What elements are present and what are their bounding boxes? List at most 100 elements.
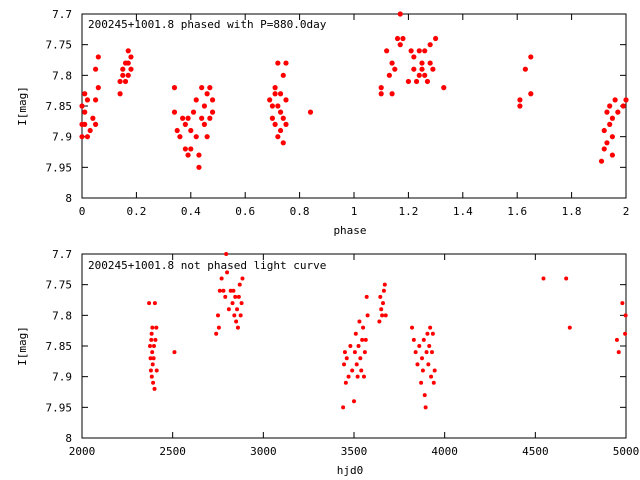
unphased-data-point <box>411 337 416 342</box>
phased-data-point <box>283 97 289 103</box>
unphased-data-point <box>152 386 157 391</box>
phased-data-point <box>120 66 126 72</box>
unphased-data-point <box>219 276 224 281</box>
phased-data-point <box>528 91 534 97</box>
phased-data-point <box>416 72 422 78</box>
phased-xtick-label: 1.6 <box>507 205 527 218</box>
phased-data-point <box>413 78 420 85</box>
phased-xtick-label: 0.8 <box>290 205 310 218</box>
unphased-plot-title: 200245+1001.8 not phased light curve <box>88 259 326 272</box>
phased-data-point <box>117 78 123 85</box>
phased-data-point <box>397 11 403 17</box>
unphased-data-point <box>421 337 426 342</box>
unphased-data-point <box>361 325 366 330</box>
unphased-data-point <box>377 319 382 324</box>
unphased-data-point <box>154 368 159 373</box>
unphased-data-point <box>541 276 546 281</box>
phased-data-point <box>193 97 199 103</box>
unphased-data-point <box>236 294 241 299</box>
phased-data-point <box>199 85 205 91</box>
phased-data-point <box>201 121 207 127</box>
phased-data-point <box>125 48 131 54</box>
unphased-data-point <box>430 331 435 336</box>
unphased-xtick-label: 3500 <box>341 445 368 458</box>
phased-data-point <box>93 66 99 72</box>
phased-data-point <box>171 85 178 91</box>
phased-data-point <box>174 127 180 134</box>
unphased-data-point <box>364 294 369 299</box>
phased-plot-frame <box>81 13 627 199</box>
phased-ytick-label: 7.9 <box>52 131 72 144</box>
unphased-data-point <box>151 356 156 361</box>
unphased-data-point <box>217 288 222 293</box>
unphased-ytick-label: 7.7 <box>52 248 72 261</box>
unphased-data-point <box>225 270 230 275</box>
phased-data-point <box>424 78 431 85</box>
unphased-data-point <box>353 331 358 336</box>
phased-data-point <box>280 140 286 146</box>
phased-data-point <box>277 127 284 134</box>
unphased-data-point <box>342 350 347 355</box>
phased-data-point <box>517 97 523 103</box>
unphased-data-point <box>152 301 157 306</box>
unphased-data-point <box>346 374 351 379</box>
unphased-data-point <box>154 325 159 330</box>
phased-data-point <box>125 60 131 66</box>
phased-data-point <box>180 115 186 121</box>
phased-data-point <box>378 91 384 97</box>
unphased-data-point <box>428 325 433 330</box>
unphased-data-point <box>341 405 346 410</box>
phased-data-point <box>607 121 613 127</box>
unphased-data-point <box>352 350 357 355</box>
unphased-data-point <box>214 331 219 336</box>
phased-data-point <box>397 42 403 48</box>
unphased-data-point <box>425 331 430 336</box>
phased-data-point <box>177 134 183 140</box>
unphased-data-point <box>420 356 424 361</box>
unphased-data-point <box>237 282 242 287</box>
unphased-data-point <box>350 368 355 373</box>
unphased-data-point <box>235 307 240 312</box>
unphased-ytick-label: 8 <box>65 432 72 445</box>
phased-data-point <box>269 115 275 121</box>
phased-data-point <box>87 127 93 134</box>
phased-data-point <box>615 109 621 115</box>
phased-data-point <box>199 115 205 121</box>
phased-data-point <box>601 127 607 134</box>
phased-data-point <box>283 60 289 66</box>
unphased-data-point <box>153 337 158 342</box>
phased-data-point <box>422 72 428 78</box>
unphased-data-point <box>426 362 431 367</box>
unphased-data-point <box>150 325 155 330</box>
phased-data-point <box>411 66 417 72</box>
unphased-data-point <box>230 301 235 306</box>
phased-data-point <box>82 109 88 115</box>
unphased-xtick-label: 5000 <box>613 445 640 458</box>
phased-data-point <box>171 109 178 115</box>
phased-data-point <box>601 146 607 152</box>
phased-data-point <box>427 42 433 48</box>
unphased-plot-ticks: 2000 2500 3000 3500 4000 4500 5000 7.7 7.75 7.8 7.… <box>46 248 640 458</box>
unphased-data-point <box>348 344 353 348</box>
phased-data-point <box>95 54 101 60</box>
phased-data-point <box>389 60 395 66</box>
phased-data-point <box>386 72 392 78</box>
unphased-data-point <box>239 301 244 306</box>
phased-data-point <box>122 78 129 85</box>
unphased-data-point <box>623 313 628 318</box>
phased-data-point <box>90 115 96 121</box>
phased-ytick-label: 7.85 <box>46 100 73 113</box>
phased-data-point <box>125 72 131 78</box>
unphased-data-point <box>224 252 229 256</box>
unphased-data-point <box>240 276 245 281</box>
unphased-data-point <box>355 374 360 379</box>
phased-ytick-label: 7.75 <box>46 39 73 52</box>
phased-data-point <box>433 35 439 42</box>
phased-data-point <box>307 109 314 115</box>
phased-data-point <box>190 109 197 115</box>
phased-data-point <box>408 48 414 54</box>
unphased-data-point <box>380 313 385 318</box>
phased-data-point <box>84 134 91 140</box>
phased-data-point <box>275 134 281 140</box>
